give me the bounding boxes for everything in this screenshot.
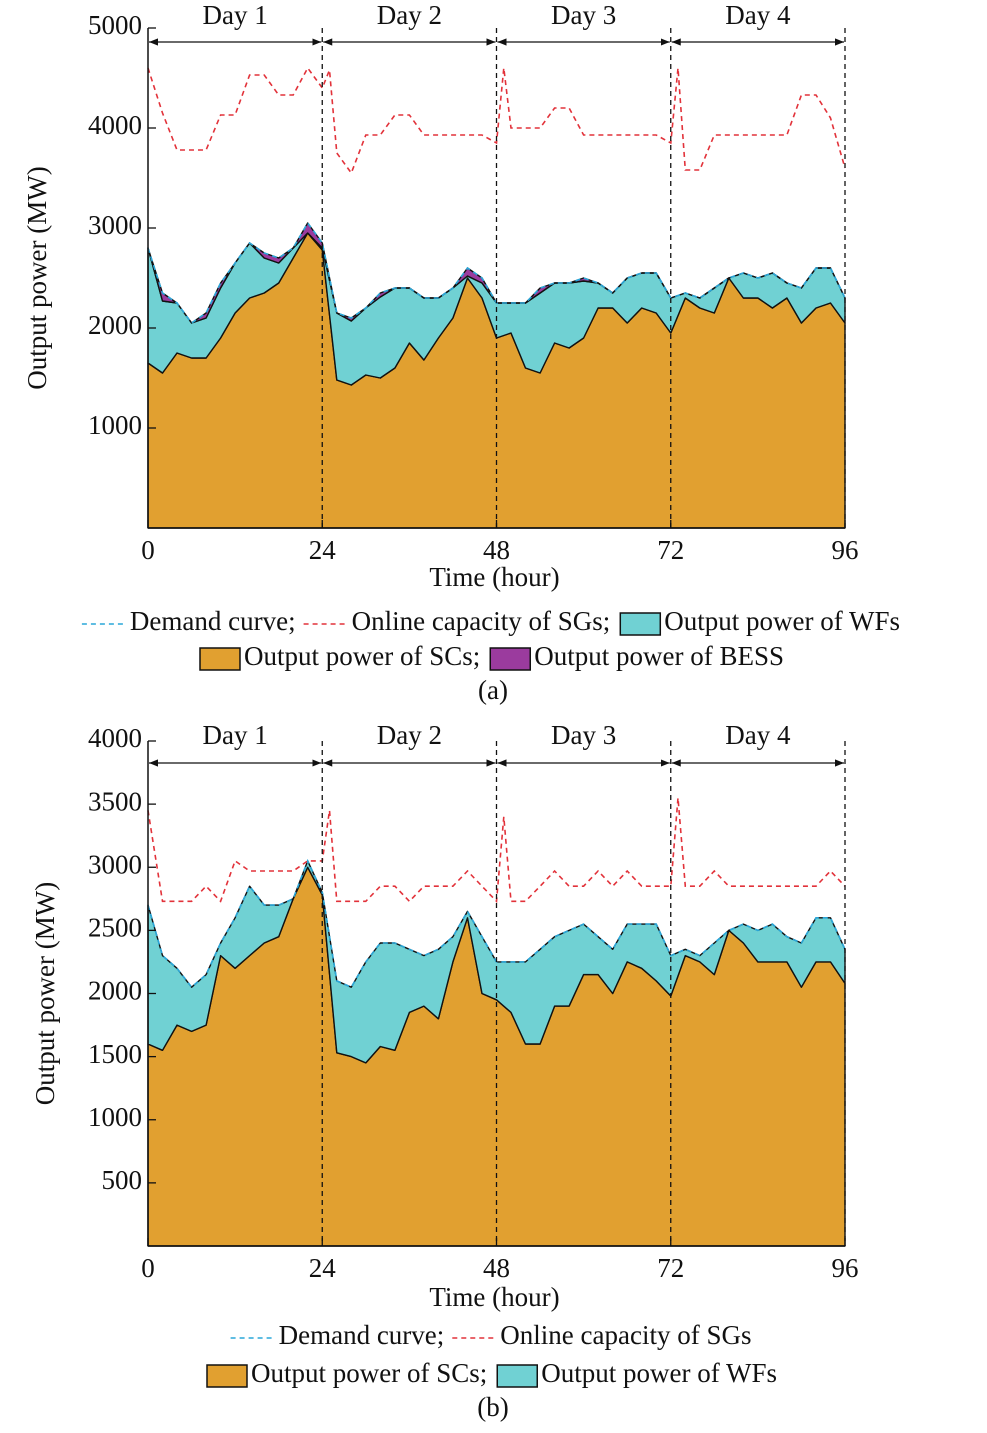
legend-label: Output power of SCs; (244, 641, 480, 671)
x-tick-label: 72 (657, 1253, 684, 1283)
x-tick-label: 0 (141, 1253, 155, 1283)
legend-label: Demand curve; (130, 606, 296, 636)
legend-label: Online capacity of SGs (500, 1320, 751, 1350)
caption: (b) (477, 1392, 508, 1422)
x-tick-label: 0 (141, 535, 155, 565)
legend-swatch (206, 1364, 248, 1388)
day-label: Day 2 (377, 720, 442, 750)
y-tick-label: 3000 (88, 210, 142, 240)
legend-label: Output power of BESS (534, 641, 784, 671)
legend-label: Output power of WFs (664, 606, 900, 636)
day-label: Day 4 (725, 720, 791, 750)
legend-label: Demand curve; (279, 1320, 445, 1350)
y-tick-label: 500 (102, 1165, 143, 1195)
x-tick-label: 72 (657, 535, 684, 565)
line (147, 797, 846, 904)
y-tick-label: 2000 (88, 310, 142, 340)
legend-swatch (619, 612, 662, 636)
legend-row: Output power of SCs; Output power of WFs (206, 1358, 777, 1388)
legend-label: Online capacity of SGs; (352, 606, 611, 636)
caption: (a) (478, 675, 508, 705)
y-tick-label: 1500 (88, 1039, 142, 1069)
y-tick-label: 4000 (88, 110, 142, 140)
legend-swatch (199, 647, 241, 671)
legend-label: Output power of WFs (541, 1358, 777, 1388)
day-label: Day 1 (203, 0, 268, 30)
x-axis-label: Time (hour) (429, 1282, 559, 1312)
legend-row: Output power of SCs; Output power of BESS (199, 641, 784, 671)
y-tick-label: 2000 (88, 976, 142, 1006)
x-axis-label: Time (hour) (429, 562, 559, 592)
x-tick-label: 24 (309, 1253, 337, 1283)
chart: 1000 2000 3000 4000 5000 0 24 48 72 96 Day 1 Day 2 D… (22, 0, 900, 705)
chart: 500 1000 1500 2000 2500 3000 3500 4000 0 24 48 72 96… (30, 720, 858, 1422)
y-tick-label: 3500 (88, 786, 142, 816)
y-tick-label: 2500 (88, 913, 142, 943)
day-label: Day 4 (725, 0, 791, 30)
x-tick-label: 24 (309, 535, 337, 565)
x-tick-label: 48 (483, 1253, 510, 1283)
legend-label: Output power of SCs; (251, 1358, 487, 1388)
legend-swatch (496, 1364, 538, 1388)
y-tick-label: 3000 (88, 849, 142, 879)
legend-row: Demand curve; Online capacity of SGs (230, 1320, 751, 1350)
y-tick-label: 5000 (88, 10, 142, 40)
y-tick-label: 1000 (88, 410, 142, 440)
y-axis-label: Output power (MW) (30, 882, 60, 1105)
day-label: Day 2 (377, 0, 442, 30)
day-label: Day 3 (551, 720, 616, 750)
x-tick-label: 96 (832, 535, 859, 565)
legend-row: Demand curve; Online capacity of SGs; Outp… (81, 606, 900, 636)
day-label: Day 3 (551, 0, 616, 30)
x-tick-label: 48 (483, 535, 510, 565)
day-label: Day 1 (203, 720, 268, 750)
y-tick-label: 1000 (88, 1102, 142, 1132)
legend-swatch (489, 647, 531, 671)
line (147, 66, 846, 175)
y-tick-label: 4000 (88, 723, 142, 753)
x-tick-label: 96 (832, 1253, 859, 1283)
y-axis-label: Output power (MW) (22, 166, 52, 389)
